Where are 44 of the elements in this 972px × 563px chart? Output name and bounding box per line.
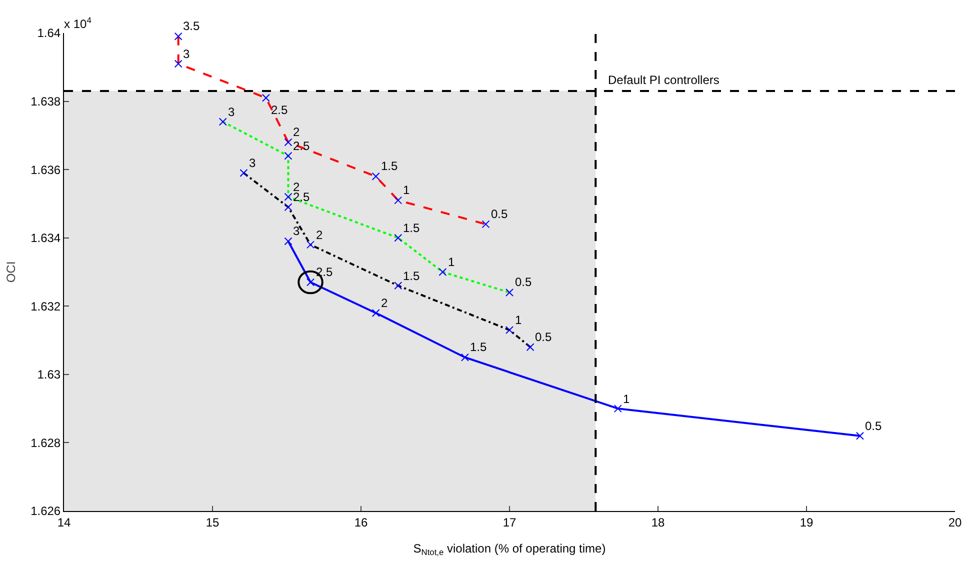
y-tick-label: 1.632 <box>30 299 61 314</box>
annotation: 3.5 <box>183 19 200 33</box>
x-tick-label: 17 <box>502 515 516 530</box>
x-tick-label: 15 <box>206 515 220 530</box>
annotation: 1.5 <box>403 269 420 283</box>
y-tick-label: 1.63 <box>37 368 61 382</box>
annotation: 2.5 <box>293 139 310 153</box>
point <box>284 237 292 246</box>
annotation: 2 <box>293 125 300 139</box>
annotation: 1 <box>515 313 522 327</box>
text: x 10$^{4}$ <box>64 15 92 32</box>
x-tick-label: 19 <box>800 515 814 530</box>
x-axis-title: S$_{Ntot,e}$ violation (% of operating time) <box>413 541 606 557</box>
x-tick-label: 16 <box>354 515 368 530</box>
annotation: 0.5 <box>515 275 532 289</box>
y-tick-label: 1.638 <box>30 94 61 108</box>
annotation: 3 <box>183 47 190 61</box>
point <box>856 432 864 440</box>
annotation: 1 <box>623 392 630 406</box>
point <box>460 353 469 362</box>
point <box>614 404 622 413</box>
annotation: 1 <box>403 183 410 197</box>
annotation: 0.5 <box>491 207 508 221</box>
x-tick-label: 18 <box>651 515 665 530</box>
annotation: 3 <box>228 105 235 119</box>
annotation: 1.5 <box>381 159 398 173</box>
annotation: 2.5 <box>271 103 288 117</box>
y-tick-label: 1.636 <box>30 162 61 177</box>
y-tick-label: 1.628 <box>30 436 61 450</box>
annotation: 2 <box>381 296 388 310</box>
annotation: 1.5 <box>470 340 488 354</box>
y-axis-title: OCI <box>4 261 18 283</box>
annotation: 1 <box>448 255 455 269</box>
y-tick-label: 1.634 <box>30 231 61 246</box>
annotation: 3 <box>293 224 300 238</box>
annotation: 2 <box>316 228 323 242</box>
annotation: 0.5 <box>865 419 882 433</box>
point <box>372 308 380 317</box>
x-tick-label: 20 <box>948 515 962 530</box>
annotation: 0.5 <box>535 330 552 344</box>
y-tick-label: 1.64 <box>37 26 61 40</box>
ref-line-label: Default PI controllers <box>608 73 720 87</box>
annotation: 3 <box>249 156 256 170</box>
annotation: 1.5 <box>403 221 420 235</box>
